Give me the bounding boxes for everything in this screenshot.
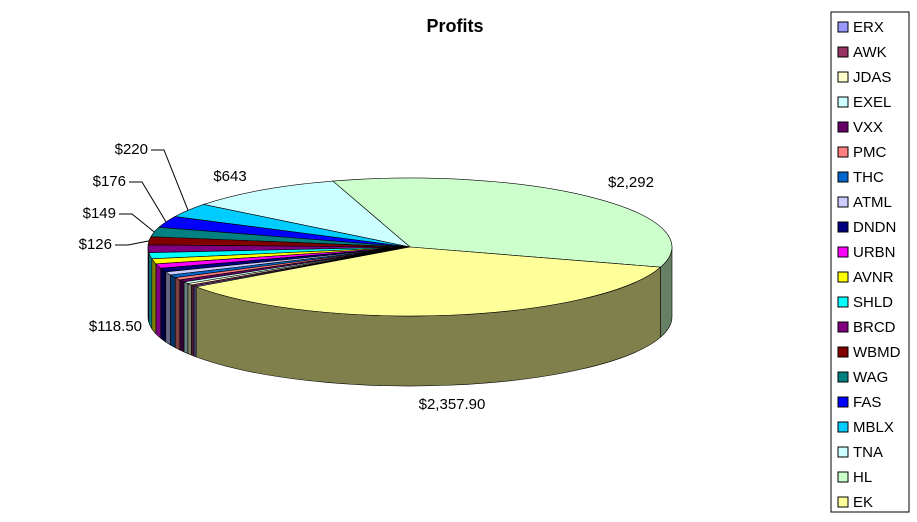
legend-swatch [837,471,849,483]
chart-title: Profits [426,16,483,36]
legend-label: WBMD [853,344,901,361]
legend-label: DNDN [853,219,896,236]
leader-line [119,213,155,233]
slice [195,246,662,317]
slice-side [165,271,171,346]
legend-swatch [837,46,849,58]
legend-label: EXEL [853,94,891,111]
legend-swatch [837,421,849,433]
legend-label: ATML [853,194,892,211]
legend-label: URBN [853,244,896,261]
legend-label: AVNR [853,269,894,286]
slice [332,177,673,268]
slice-side [187,283,192,356]
legend-swatch [837,221,849,233]
slice-side [183,281,189,355]
legend-label: BRCD [853,319,896,336]
data-label: $220 [115,141,148,158]
legend-label: TNA [853,444,883,461]
legend-label: VXX [853,119,883,136]
legend-swatch [837,446,849,458]
legend-swatch [837,96,849,108]
legend-swatch [837,396,849,408]
data-label: $643 [213,168,246,185]
slice-side [190,284,195,357]
legend-swatch [837,371,849,383]
slice-side [179,279,185,353]
legend-label: WAG [853,369,888,386]
legend-box [830,11,910,513]
legend-swatch [837,271,849,283]
leader-line [151,149,189,211]
legend-swatch [837,296,849,308]
data-label: $2,357.90 [419,396,486,413]
slice-side [155,263,162,339]
legend-label: HL [853,469,872,486]
legend-label: THC [853,169,884,186]
data-label: $176 [93,173,126,190]
legend-label: MBLX [853,419,894,436]
legend-label: AWK [853,44,887,61]
legend-swatch [837,196,849,208]
legend-swatch [837,346,849,358]
leader-line [115,240,150,246]
slice-side [193,285,197,358]
data-label: $149 [83,205,116,222]
legend-swatch [837,146,849,158]
legend-swatch [837,321,849,333]
data-label: $2,292 [608,174,654,191]
legend-swatch [837,246,849,258]
slice-side [170,274,176,349]
legend-swatch [837,496,849,508]
legend-label: JDAS [853,69,891,86]
legend-label: EK [853,494,873,511]
legend-swatch [837,21,849,33]
legend-swatch [837,171,849,183]
legend-label: FAS [853,394,881,411]
data-label: $118.50 [89,318,142,335]
slice-side [148,252,153,330]
slice-side [174,277,181,351]
slice-side [151,257,157,335]
slice [202,180,411,248]
legend-swatch [837,121,849,133]
legend-label: PMC [853,144,887,161]
leader-line [129,181,167,223]
legend-swatch [837,71,849,83]
legend-label: SHLD [853,294,893,311]
data-label: $126 [79,236,112,253]
slice-side [160,267,167,343]
legend-label: ERX [853,19,884,36]
